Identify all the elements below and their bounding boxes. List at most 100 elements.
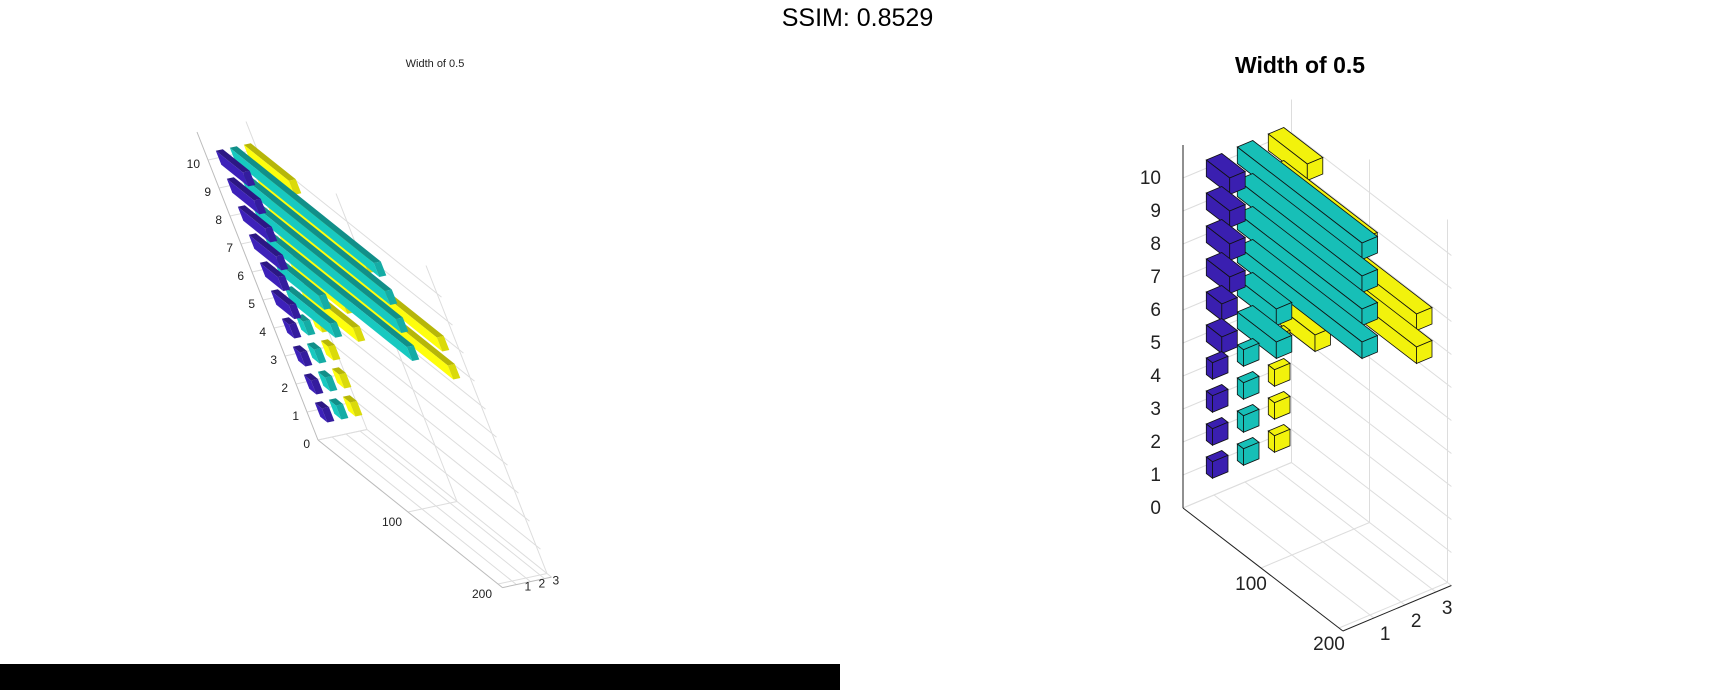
grid-floor-x200 <box>497 573 548 585</box>
z-tick-label: 1 <box>1380 624 1391 645</box>
y-tick-label: 6 <box>237 269 244 283</box>
bar-s2-c5 <box>284 286 343 338</box>
bar-top-face <box>243 143 296 181</box>
bar-s1-c10 <box>215 149 256 187</box>
bar-end-face <box>1361 334 1378 360</box>
bar-top-face <box>314 401 329 409</box>
bar-top-face <box>229 146 381 263</box>
bar-end-face <box>288 303 302 320</box>
black-footer-bar <box>0 664 840 690</box>
bar-end-face <box>288 179 302 195</box>
y-tick-label: 10 <box>187 157 201 171</box>
bar-front-face <box>303 374 317 395</box>
bar-s2-c8 <box>251 202 409 333</box>
bar-front-face <box>240 175 391 305</box>
z-tick-label: 1 <box>525 580 532 594</box>
chart-bars <box>215 143 461 423</box>
bar-end-face <box>406 345 420 361</box>
bar-s3-c1 <box>342 395 363 417</box>
bar-end-face <box>324 376 338 392</box>
grid-line-y3 <box>333 345 519 494</box>
y-tick-label: 5 <box>248 297 255 311</box>
bar-top-face <box>215 149 250 173</box>
bar-s2-c9 <box>240 174 398 305</box>
bar-s1-c9 <box>226 177 267 215</box>
bar-s2-c7 <box>1236 239 1379 360</box>
bar-end-face <box>1221 296 1238 322</box>
bar-front-face <box>237 206 271 243</box>
grid-floor-z1 <box>1213 494 1375 619</box>
bar-s1-c10 <box>1205 153 1246 196</box>
bar-top-face <box>292 345 307 353</box>
grid-floor-z1 <box>331 436 517 585</box>
y-tick-label: 0 <box>1150 498 1161 519</box>
bar-end-face <box>1361 235 1378 261</box>
bar-s2-c4 <box>1236 338 1260 368</box>
bar-s2-c3 <box>306 342 327 364</box>
bar-end-face <box>1221 329 1238 355</box>
bar-s2-c2 <box>1236 404 1260 434</box>
bar-end-face <box>1361 301 1378 327</box>
bar-top-face <box>306 342 321 350</box>
bar-end-face <box>1229 269 1246 295</box>
y-axis-line <box>196 131 319 441</box>
bar-end-face <box>1212 421 1229 446</box>
bar-top-face <box>259 261 285 278</box>
bar-top-face <box>331 367 346 375</box>
bar-front-face <box>331 368 345 389</box>
right-chart-title: Width of 0.5 <box>1234 52 1366 78</box>
y-tick-label: 4 <box>259 325 266 339</box>
bar-end-face <box>1243 408 1260 433</box>
bar-end-face <box>373 261 387 277</box>
grid-line-y2 <box>1291 396 1452 520</box>
grid-line-y1 <box>1291 429 1452 553</box>
bar-front-face <box>229 147 380 277</box>
bar-top-face <box>303 373 318 381</box>
bar-front-face <box>328 399 342 420</box>
bar-end-face <box>275 254 289 271</box>
bar-end-face <box>1212 355 1229 380</box>
bar-end-face <box>1274 362 1291 387</box>
bar-top-face <box>262 230 414 347</box>
y-tick-label: 9 <box>204 185 211 199</box>
bar-front-face <box>259 262 284 292</box>
bar-s2-c1 <box>328 398 349 420</box>
grid-wall-y0 <box>317 429 368 441</box>
grid-line-y10 <box>1291 132 1452 256</box>
bar-end-face <box>1274 395 1291 420</box>
bar-front-face <box>317 371 331 392</box>
bar-s1-c1 <box>314 401 335 423</box>
bar-end-face <box>338 373 352 389</box>
bar-end-face <box>310 379 324 395</box>
grid-floor-x100 <box>1260 522 1370 569</box>
bar-end-face <box>318 294 332 310</box>
grid-floor-z3 <box>1275 468 1437 593</box>
bar-s3-c2 <box>331 367 352 389</box>
bar-s3-c3 <box>320 339 341 361</box>
bar-s3-c3 <box>1267 358 1291 388</box>
y-tick-label: 3 <box>270 353 277 367</box>
left-chart-title: Width of 0.5 <box>405 58 465 70</box>
z-tick-label: 2 <box>1411 611 1422 632</box>
bar-front-face <box>281 318 295 339</box>
bar-front-face <box>248 234 282 271</box>
bar-front-face <box>262 231 413 361</box>
bar-s1-c3 <box>292 345 313 367</box>
bar-top-face <box>281 317 296 325</box>
bar-end-face <box>329 322 343 338</box>
grid-floor-x200 <box>1338 582 1448 629</box>
bar-top-face <box>320 339 335 347</box>
bar-end-face <box>1212 388 1229 413</box>
bar-front-face <box>320 340 334 361</box>
ssim-label: SSIM: 0.8529 <box>781 4 934 32</box>
bar-end-face <box>1274 428 1291 453</box>
bar-end-face <box>384 289 398 305</box>
bar-s2-c10 <box>1236 140 1379 261</box>
y-tick-label: 10 <box>1140 168 1161 189</box>
z-axis-line <box>502 576 552 589</box>
bar-end-face <box>264 226 278 243</box>
grid-wall-y0 <box>1182 462 1292 509</box>
bar-top-face <box>248 233 283 257</box>
